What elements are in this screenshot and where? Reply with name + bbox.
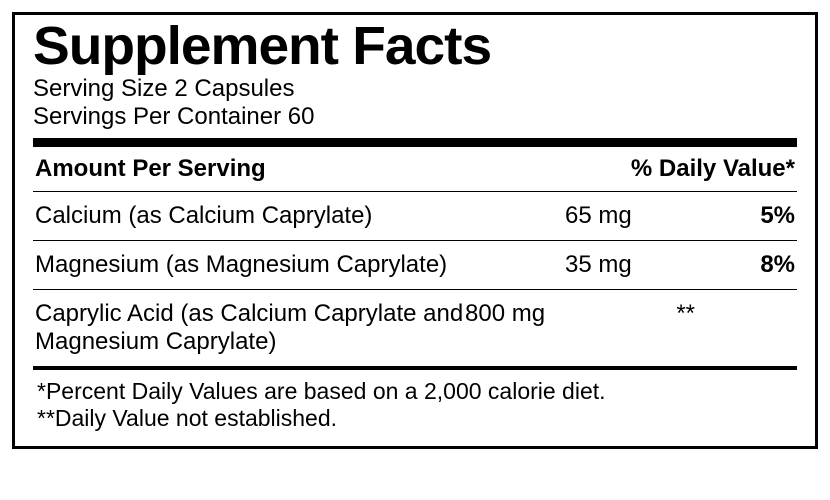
nutrient-row: Calcium (as Calcium Caprylate) 65 mg 5% xyxy=(33,192,797,240)
supplement-facts-panel: Supplement Facts Serving Size 2 Capsules… xyxy=(12,12,818,449)
panel-title: Supplement Facts xyxy=(33,19,812,73)
table-header-row: Amount Per Serving % Daily Value* xyxy=(33,147,797,191)
nutrient-dv: 5% xyxy=(705,202,795,230)
footnotes: *Percent Daily Values are based on a 2,0… xyxy=(33,370,797,436)
nutrient-row: Caprylic Acid (as Calcium Caprylate and … xyxy=(33,290,797,366)
rule-thick-top xyxy=(33,138,797,147)
servings-per-container-line: Servings Per Container 60 xyxy=(33,103,797,131)
footnote-line-1: *Percent Daily Values are based on a 2,0… xyxy=(37,378,793,405)
nutrient-amount: 800 mg xyxy=(465,300,605,328)
footnote-line-2: **Daily Value not established. xyxy=(37,405,793,432)
daily-value-label: % Daily Value* xyxy=(631,155,795,183)
nutrient-dv: 8% xyxy=(705,251,795,279)
nutrient-amount: 65 mg xyxy=(565,202,705,230)
nutrient-name: Magnesium (as Magnesium Caprylate) xyxy=(35,251,565,279)
serving-info: Serving Size 2 Capsules Servings Per Con… xyxy=(33,75,797,130)
nutrient-dv: ** xyxy=(605,300,695,328)
nutrient-name: Caprylic Acid (as Calcium Caprylate and … xyxy=(35,300,465,356)
nutrient-amount: 35 mg xyxy=(565,251,705,279)
nutrient-name: Calcium (as Calcium Caprylate) xyxy=(35,202,565,230)
amount-per-serving-label: Amount Per Serving xyxy=(35,155,266,183)
nutrient-row: Magnesium (as Magnesium Caprylate) 35 mg… xyxy=(33,241,797,289)
serving-size-line: Serving Size 2 Capsules xyxy=(33,75,797,103)
